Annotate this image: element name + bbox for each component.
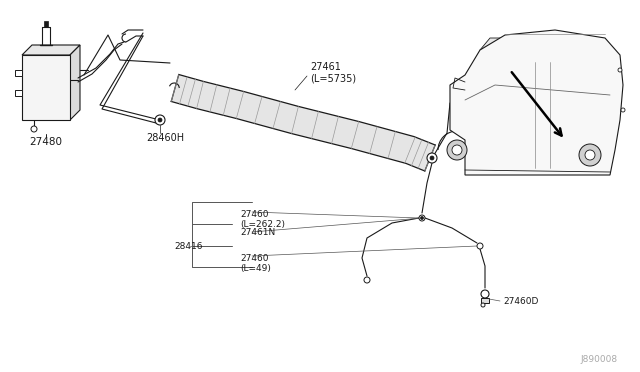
- Bar: [15, 90, 22, 96]
- Polygon shape: [70, 45, 80, 120]
- Polygon shape: [22, 45, 80, 55]
- Text: 27480: 27480: [29, 137, 63, 147]
- Text: 27460
(L=262.2): 27460 (L=262.2): [240, 210, 285, 230]
- Circle shape: [364, 277, 370, 283]
- Circle shape: [430, 156, 434, 160]
- Circle shape: [447, 140, 467, 160]
- Circle shape: [481, 290, 489, 298]
- Circle shape: [427, 153, 437, 163]
- Polygon shape: [515, 40, 545, 58]
- Text: 27460
(L=49): 27460 (L=49): [240, 254, 271, 273]
- Text: 27461
(L=5735): 27461 (L=5735): [310, 62, 356, 84]
- Text: 28460H: 28460H: [146, 133, 184, 143]
- Polygon shape: [450, 30, 623, 175]
- Bar: [44, 21, 48, 27]
- Circle shape: [618, 68, 622, 72]
- Bar: [22, 55, 70, 120]
- Text: 27461N: 27461N: [240, 228, 275, 237]
- Polygon shape: [550, 40, 593, 60]
- Polygon shape: [480, 38, 510, 50]
- Circle shape: [419, 215, 425, 221]
- Polygon shape: [172, 74, 435, 171]
- Polygon shape: [610, 58, 618, 118]
- Circle shape: [155, 115, 165, 125]
- Circle shape: [621, 108, 625, 112]
- Text: 28416: 28416: [174, 241, 202, 250]
- Bar: [481, 298, 489, 303]
- Circle shape: [452, 145, 462, 155]
- Bar: [15, 70, 22, 76]
- Text: J890008: J890008: [580, 356, 617, 365]
- Circle shape: [481, 303, 485, 307]
- Circle shape: [31, 126, 37, 132]
- Circle shape: [420, 217, 424, 219]
- Circle shape: [477, 243, 483, 249]
- Text: 27460D: 27460D: [503, 296, 538, 305]
- Circle shape: [158, 118, 162, 122]
- Circle shape: [579, 144, 601, 166]
- Circle shape: [585, 150, 595, 160]
